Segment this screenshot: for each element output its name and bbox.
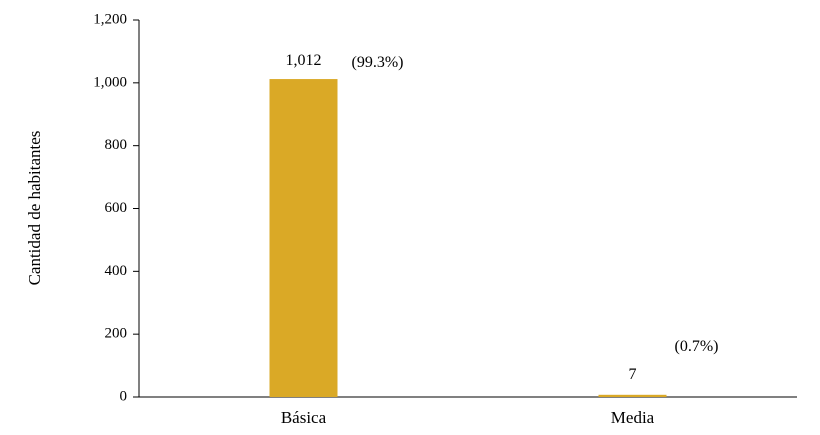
value-label: 1,012 — [286, 52, 322, 69]
y-tick-label: 1,000 — [93, 74, 127, 90]
value-label: 7 — [629, 366, 637, 383]
bars — [269, 79, 667, 398]
bar-1 — [598, 394, 667, 397]
y-axis-title: Cantidad de habitantes — [25, 131, 44, 286]
y-tick-label: 200 — [105, 326, 128, 342]
category-labels: Básica Media — [281, 408, 655, 427]
percent-label: (0.7%) — [675, 338, 719, 355]
percent-label: (99.3%) — [352, 54, 404, 71]
y-axis-ticks: 0 200 400 600 800 1,000 1,200 — [93, 11, 139, 404]
y-tick-label: 800 — [105, 137, 128, 153]
y-tick-label: 400 — [105, 263, 128, 279]
y-tick-label: 0 — [120, 388, 128, 404]
data-labels: 1,012 (99.3%) 7 (0.7%) — [286, 52, 719, 383]
category-label: Media — [611, 408, 655, 427]
y-tick-label: 600 — [105, 200, 128, 216]
y-tick-label: 1,200 — [93, 11, 127, 27]
bar-0 — [269, 79, 338, 398]
category-label: Básica — [281, 408, 327, 427]
